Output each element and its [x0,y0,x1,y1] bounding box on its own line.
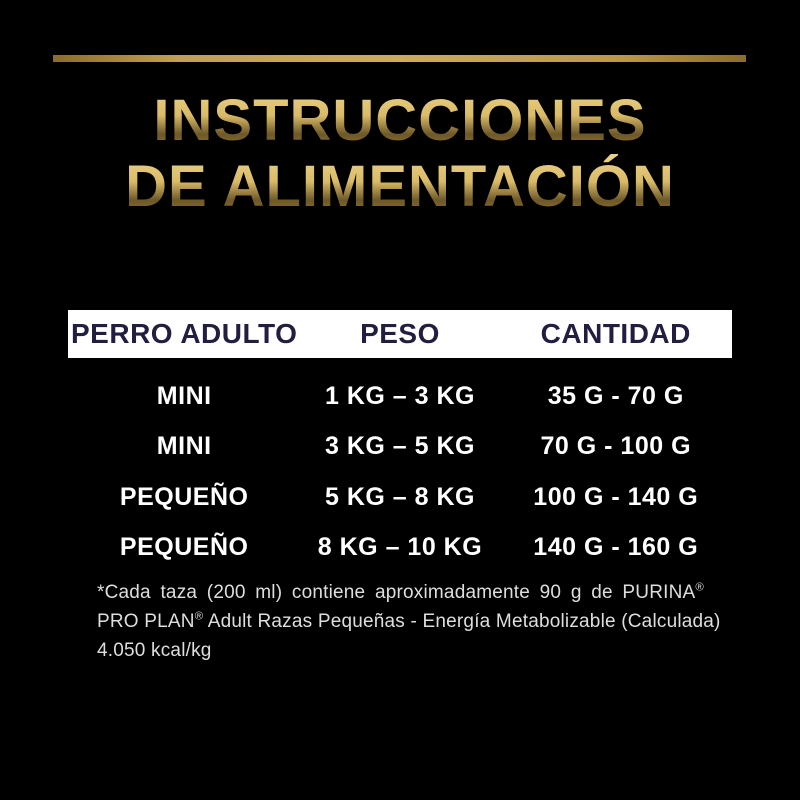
table-row: PEQUEÑO 8 KG – 10 KG 140 G - 160 G [68,523,732,574]
quantity-cell: 140 G - 160 G [533,533,699,562]
breed-cell: PEQUEÑO [119,533,249,562]
table-row: MINI 3 KG – 5 KG 70 G - 100 G [68,422,732,473]
quantity-cell: 100 G - 140 G [533,482,699,511]
quantity-cell: 35 G - 70 G [547,381,684,410]
breed-cell: MINI [156,432,212,461]
footnote-line-1: *Cada taza (200 ml) contiene aproximadam… [97,581,704,603]
weight-cell: 8 KG – 10 KG [317,533,483,562]
title-line-1: INSTRUCCIONES [0,88,800,154]
column-header-breed: PERRO ADULTO [71,318,298,349]
weight-cell: 3 KG – 5 KG [324,432,475,461]
weight-cell: 5 KG – 8 KG [324,482,475,511]
column-header-quantity: CANTIDAD [540,318,691,349]
page-title: INSTRUCCIONES DE ALIMENTACIÓN [0,88,800,220]
title-line-2: DE ALIMENTACIÓN [0,154,800,220]
feeding-table-body: MINI 1 KG – 3 KG 35 G - 70 G MINI 3 KG –… [68,371,732,573]
column-header-weight: PESO [360,318,440,349]
breed-cell: MINI [156,381,212,410]
weight-cell: 1 KG – 3 KG [324,381,475,410]
quantity-cell: 70 G - 100 G [540,432,692,461]
table-header-bar: PERRO ADULTO PESO CANTIDAD [68,310,732,358]
footnote-line-3: 4.050 kcal/kg [97,640,212,661]
footnote-line-2: PRO PLAN® Adult Razas Pequeñas - Energía… [97,610,721,632]
table-row: PEQUEÑO 5 KG – 8 KG 100 G - 140 G [68,472,732,523]
table-row: MINI 1 KG – 3 KG 35 G - 70 G [68,371,732,422]
gold-divider-line [53,55,746,62]
breed-cell: PEQUEÑO [119,482,249,511]
footnote: *Cada taza (200 ml) contiene aproximadam… [97,578,721,665]
